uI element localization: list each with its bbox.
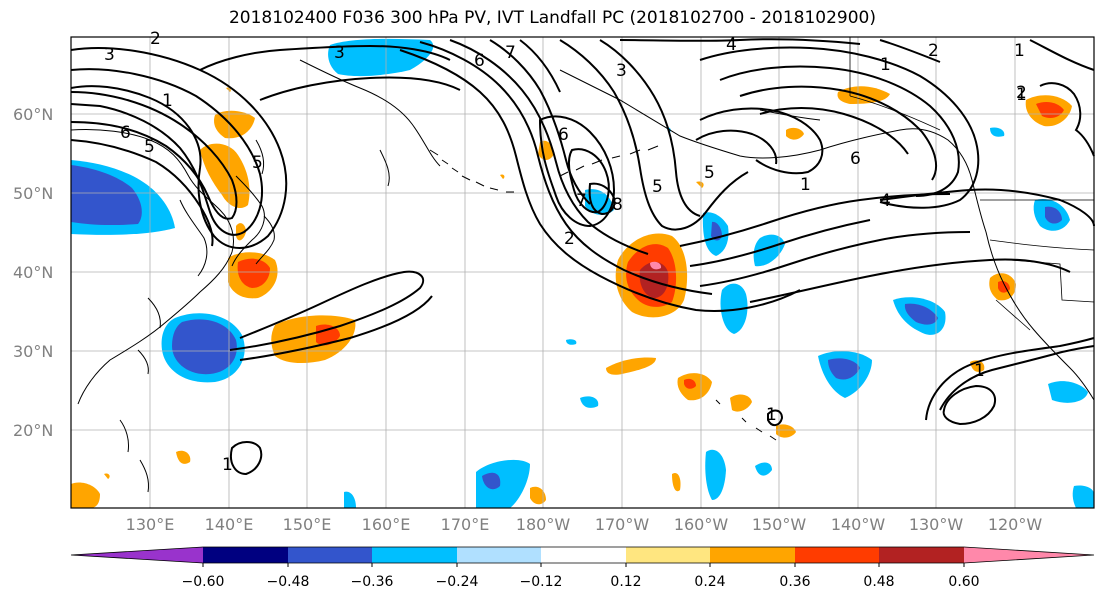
colorbar-segment xyxy=(879,547,964,563)
lon-label: 140°W xyxy=(831,515,886,534)
contour-label: 5 xyxy=(652,177,663,197)
colorbar: −0.60 −0.48 −0.36 −0.24 −0.12 0.12 0.24 … xyxy=(70,546,1095,590)
contour-label: 1 xyxy=(974,361,985,381)
lon-label: 160°E xyxy=(362,515,411,534)
map-panel: 3 2 3 6 1 7 4 1 2 6 5 1 6 5 8 2 5 7 3 6 … xyxy=(70,29,1095,509)
colorbar-tick-label: −0.12 xyxy=(520,574,563,590)
colorbar-tick-label: 0.60 xyxy=(948,574,979,590)
map-title: 2018102400 F036 300 hPa PV, IVT Landfall… xyxy=(228,8,876,28)
colorbar-tick-label: 0.36 xyxy=(779,574,810,590)
contour-label: 2 xyxy=(564,229,575,249)
contour-label: 2 xyxy=(928,41,939,61)
colorbar-segment xyxy=(710,547,795,563)
contour-label: 1 xyxy=(880,55,891,75)
lat-label: 40°N xyxy=(13,263,53,282)
contour-label: 4 xyxy=(880,191,891,211)
colorbar-segment xyxy=(71,547,203,563)
lon-label: 120°W xyxy=(988,515,1043,534)
colorbar-segment xyxy=(372,547,457,563)
contour-label: 5 xyxy=(704,163,715,183)
contour-label: 1 xyxy=(1014,41,1025,61)
colorbar-tick-label: 0.12 xyxy=(610,574,641,590)
contour-label: 3 xyxy=(334,43,345,63)
latitude-axis: 60°N 50°N 40°N 30°N 20°N xyxy=(13,105,53,440)
map-background xyxy=(71,37,1094,508)
colorbar-segment xyxy=(203,547,288,563)
contour-label: 1 xyxy=(800,175,811,195)
contour-labels: 3 2 3 6 1 7 4 1 2 6 5 1 6 5 8 2 5 7 3 6 … xyxy=(104,29,1027,475)
lat-label: 50°N xyxy=(13,184,53,203)
lon-label: 170°W xyxy=(595,515,650,534)
contour-label: 2 xyxy=(1016,83,1027,103)
colorbar-segment xyxy=(964,547,1094,563)
contour-label: 6 xyxy=(850,149,861,169)
colorbar-tick-label: −0.48 xyxy=(267,574,310,590)
longitude-axis: 130°E 140°E 150°E 160°E 170°E 180°W 170°… xyxy=(126,515,1043,534)
contour-label: 4 xyxy=(726,35,737,55)
contour-label: 1 xyxy=(222,455,233,475)
lon-label: 150°W xyxy=(752,515,807,534)
contour-label: 7 xyxy=(505,43,516,63)
colorbar-tick-label: −0.60 xyxy=(182,574,225,590)
graticule xyxy=(71,37,1094,508)
contour-label: 8 xyxy=(612,195,623,215)
contour-label: 5 xyxy=(144,137,155,157)
coastlines xyxy=(70,59,1095,493)
colorbar-segment xyxy=(541,547,626,563)
colorbar-segment xyxy=(288,547,372,563)
contour-label: 1 xyxy=(162,91,173,111)
colorbar-tick-label: −0.36 xyxy=(351,574,394,590)
lon-label: 160°W xyxy=(674,515,729,534)
lon-label: 130°W xyxy=(909,515,964,534)
colorbar-tick-label: 0.48 xyxy=(863,574,894,590)
contour-label: 7 xyxy=(576,191,587,211)
colorbar-tick-label: 0.24 xyxy=(694,574,725,590)
contour-label: 5 xyxy=(252,153,263,173)
lon-label: 180°W xyxy=(516,515,571,534)
colorbar-ticks: −0.60 −0.48 −0.36 −0.24 −0.12 0.12 0.24 … xyxy=(182,574,980,590)
contour-label: 2 xyxy=(150,29,161,49)
lon-label: 130°E xyxy=(126,515,175,534)
lat-label: 30°N xyxy=(13,342,53,361)
contour-label: 3 xyxy=(104,45,115,65)
contour-label: 3 xyxy=(616,61,627,81)
colorbar-segment xyxy=(457,547,541,563)
pv-contours xyxy=(70,38,1095,476)
lat-label: 20°N xyxy=(13,421,53,440)
colorbar-segments xyxy=(70,546,1095,567)
contour-label: 6 xyxy=(120,123,131,143)
lon-label: 150°E xyxy=(283,515,332,534)
lon-label: 170°E xyxy=(441,515,490,534)
map-frame xyxy=(70,36,1095,509)
negative-anomaly-shading xyxy=(71,38,1094,508)
colorbar-tick-label: −0.24 xyxy=(436,574,479,590)
lon-label: 140°E xyxy=(205,515,254,534)
contour-label: 1 xyxy=(1016,85,1027,105)
contour-label: 6 xyxy=(474,51,485,71)
colorbar-segment xyxy=(795,547,879,563)
contour-label: 6 xyxy=(558,125,569,145)
colorbar-segment xyxy=(626,547,710,563)
contour-label: 1 xyxy=(766,405,777,425)
lat-label: 60°N xyxy=(13,105,53,124)
